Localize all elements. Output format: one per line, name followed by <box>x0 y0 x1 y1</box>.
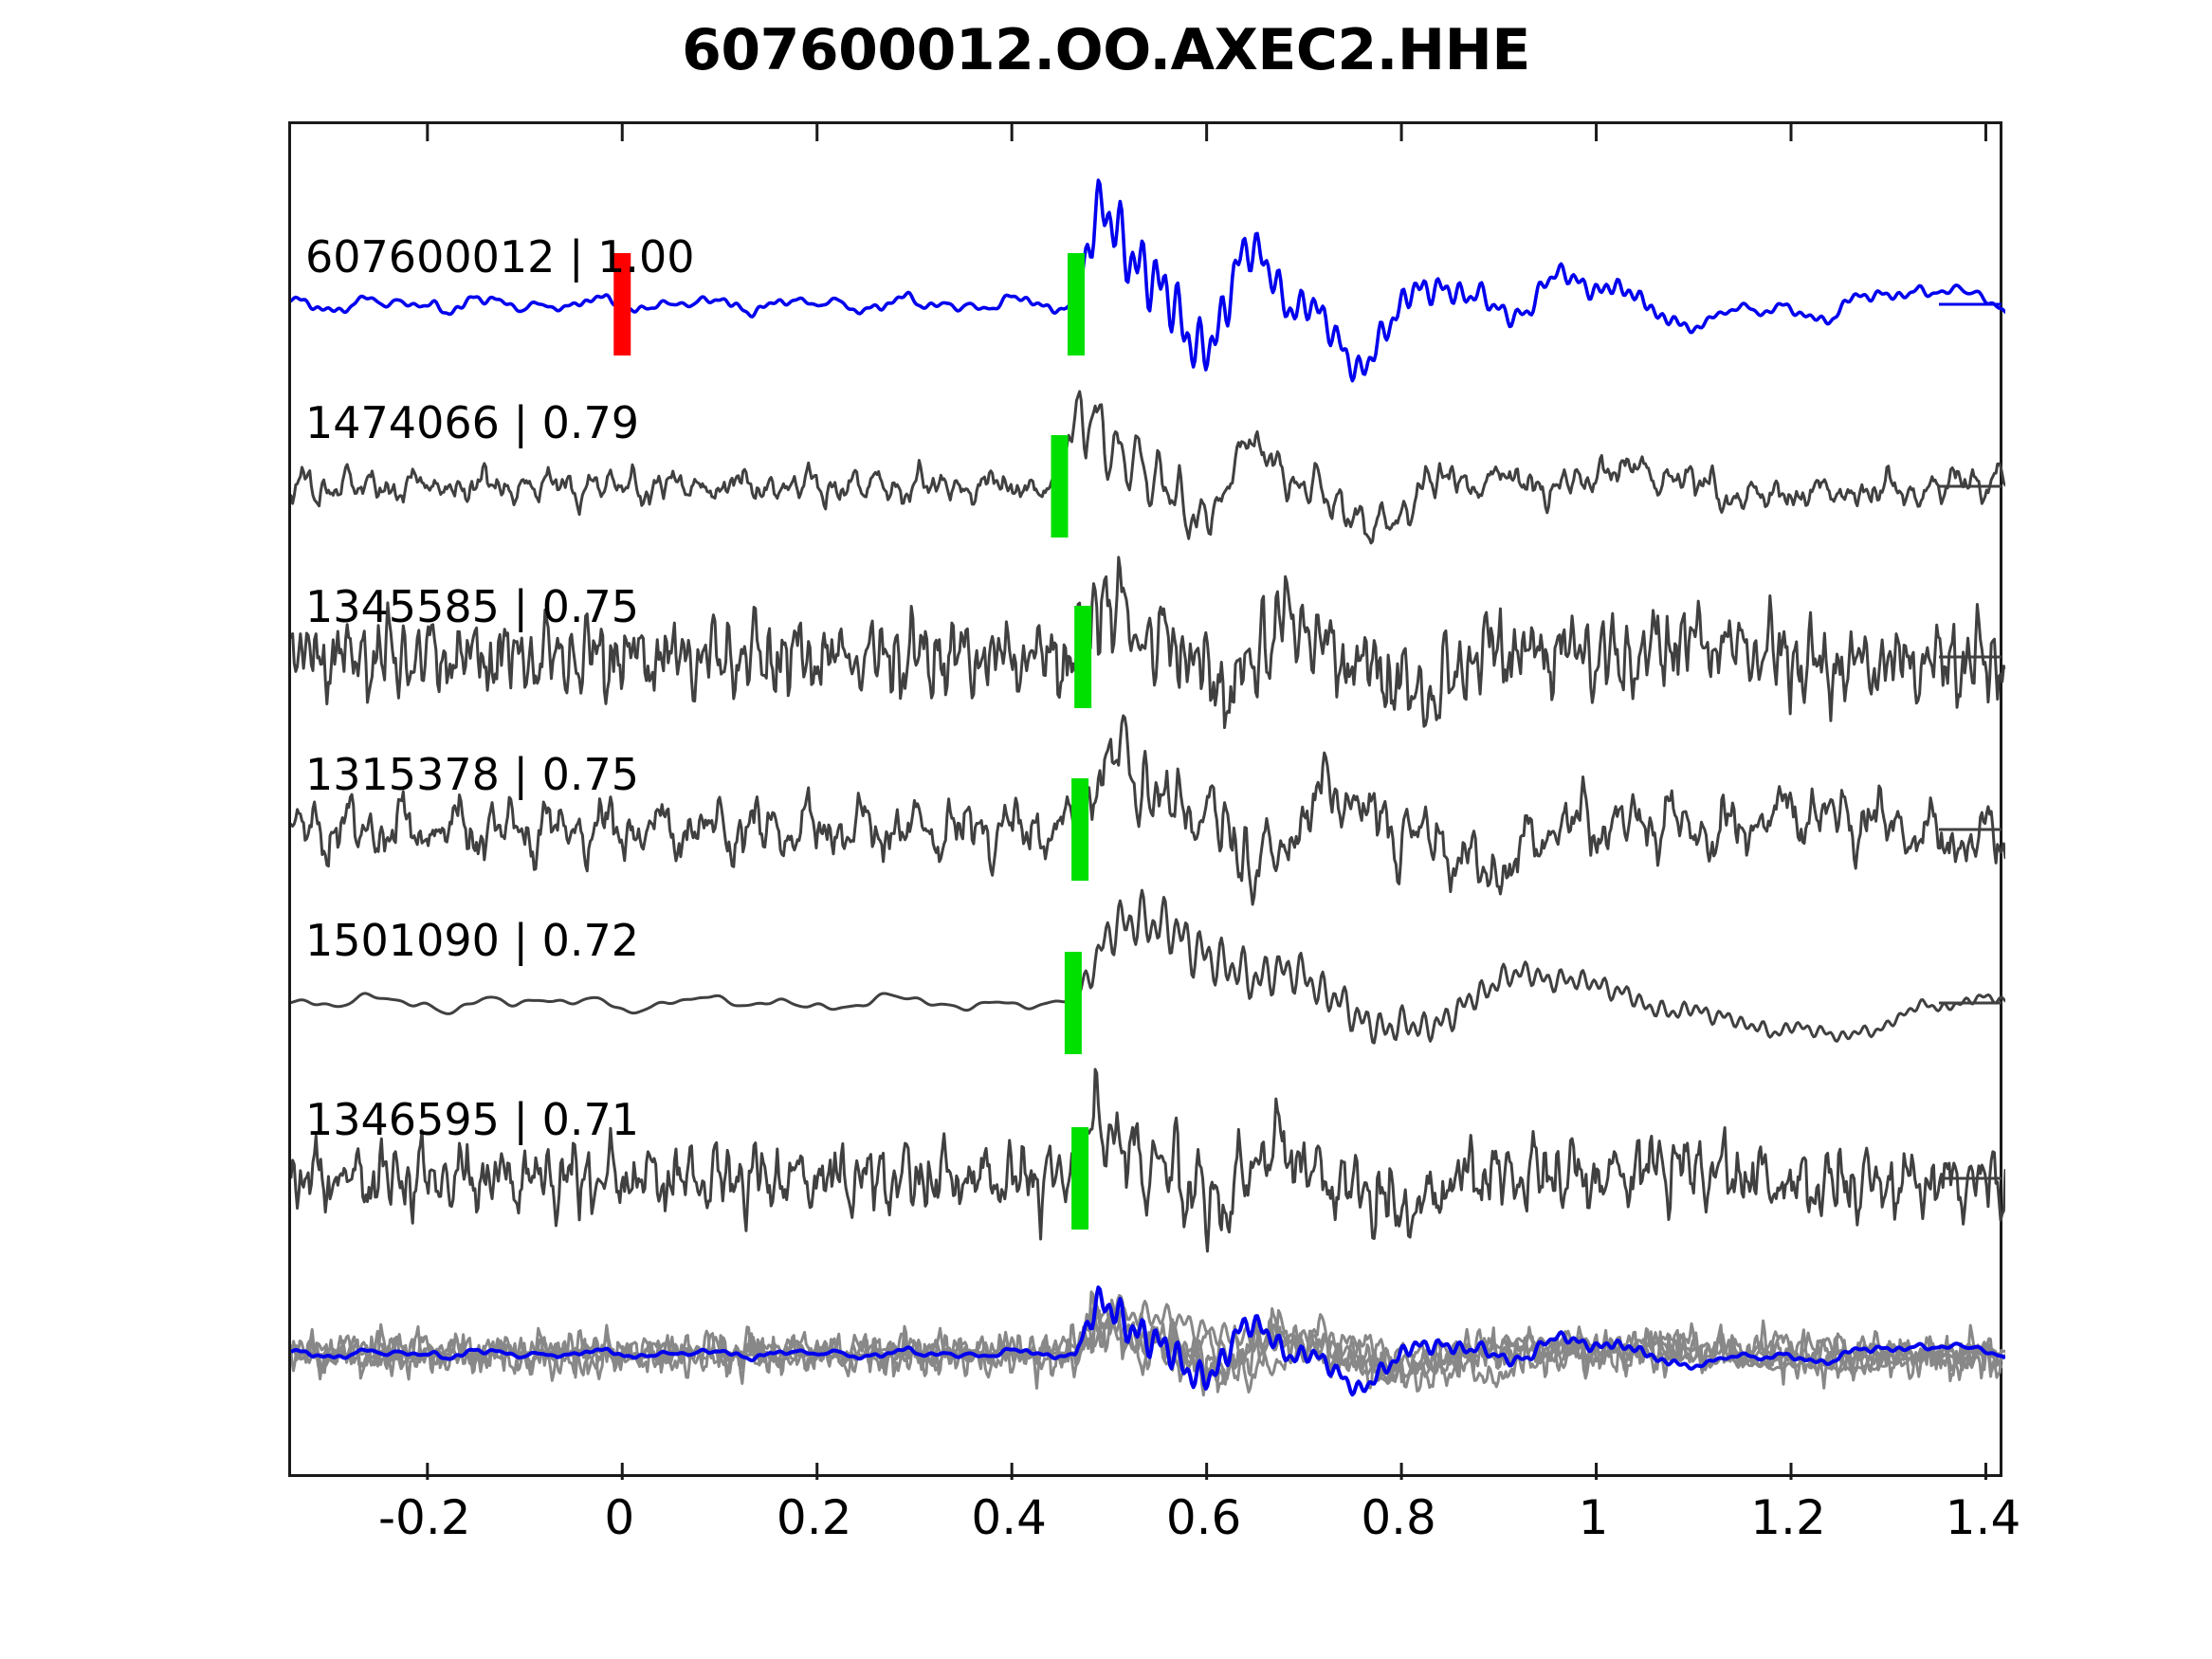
x-tick-label: 1.2 <box>1750 1490 1826 1545</box>
stack-reference-line <box>291 1285 2005 1397</box>
waveform-trace-6 <box>291 1067 2005 1253</box>
waveform-line <box>291 390 2005 545</box>
stack-overlay-line <box>291 1290 2003 1397</box>
page-title: 607600012.OO.AXEC2.HHE <box>682 17 1530 83</box>
trace-label-1: 607600012 | 1.00 <box>305 231 695 283</box>
trace-label-6: 1346595 | 0.71 <box>305 1094 640 1145</box>
waveform-line <box>291 1067 2005 1253</box>
phase-pick-marker <box>1067 253 1085 356</box>
trace-label-2: 1474066 | 0.79 <box>305 397 640 448</box>
trace-label-3: 1345585 | 0.75 <box>305 581 640 632</box>
trace-label-4: 1315378 | 0.75 <box>305 749 640 800</box>
waveform-line <box>291 888 2005 1045</box>
x-axis-tick-labels: -0.2 0 0.2 0.4 0.6 0.8 1 1.2 1.4 <box>288 1490 2020 1557</box>
x-tick-label: 0.4 <box>971 1490 1047 1545</box>
origin-pick-marker <box>613 253 631 356</box>
waveform-line <box>291 178 2005 383</box>
waveform-line <box>291 714 2005 906</box>
waveform-trace-3 <box>291 556 2005 730</box>
stack-overlay-line <box>291 1298 2000 1394</box>
trace-label-5: 1501090 | 0.72 <box>305 915 640 966</box>
waveform-line <box>291 556 2005 730</box>
phase-pick-marker <box>1064 952 1082 1054</box>
x-tick-label: 0.2 <box>776 1490 852 1545</box>
waveform-trace-4 <box>291 714 2005 906</box>
phase-pick-marker <box>1071 778 1089 881</box>
waveform-trace-5 <box>291 888 2005 1045</box>
x-tick-label: 0 <box>604 1490 635 1545</box>
phase-pick-marker <box>1074 606 1092 708</box>
x-tick-label: 1.4 <box>1945 1490 2021 1545</box>
x-tick-label: 1 <box>1578 1490 1609 1545</box>
waveform-trace-1 <box>291 178 2005 383</box>
x-tick-label: 0.8 <box>1361 1490 1436 1545</box>
plot-area <box>288 121 2005 1480</box>
x-tick-label: -0.2 <box>378 1490 471 1545</box>
waveform-trace-2 <box>291 390 2005 545</box>
phase-pick-marker <box>1051 435 1069 538</box>
stack-overlay-panel <box>291 1285 2005 1397</box>
waveform-canvas <box>291 124 2005 1480</box>
phase-pick-marker <box>1071 1127 1089 1230</box>
x-tick-label: 0.6 <box>1165 1490 1242 1545</box>
